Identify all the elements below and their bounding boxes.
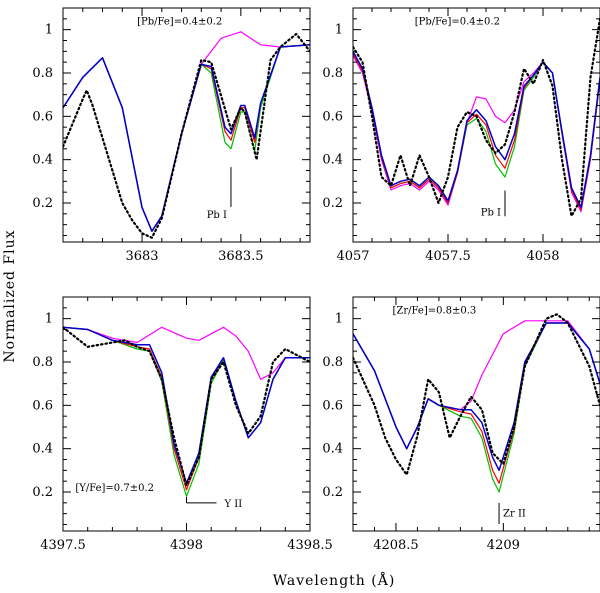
series-blue-line bbox=[63, 44, 310, 232]
series-red-line bbox=[63, 44, 310, 232]
x-tick-label: 4057 bbox=[336, 249, 369, 264]
panels: 3683 3683.5 0.2 0.4 0.6 0.8 1 [Pb/Fe]=0.4±0.2 Pb… bbox=[32, 7, 600, 553]
y-tick-label: 0.8 bbox=[322, 66, 343, 81]
plot-frame bbox=[352, 7, 600, 243]
y-tick-label: 0.6 bbox=[322, 109, 343, 124]
line-id-label: Y II bbox=[224, 499, 243, 510]
series-green-line bbox=[63, 44, 310, 232]
x-axis-title: Wavelength (Å) bbox=[273, 571, 396, 589]
series-green-line bbox=[63, 326, 310, 497]
x-tick-label: 4058 bbox=[526, 249, 559, 264]
line-id-label: Zr II bbox=[503, 508, 526, 519]
series-green-line bbox=[353, 322, 600, 493]
line-id-label: Pb I bbox=[481, 208, 501, 219]
series-red-line bbox=[353, 53, 600, 211]
y-tick-label: 0.4 bbox=[32, 153, 53, 168]
y-tick-label: 0.2 bbox=[32, 485, 53, 500]
y-tick-label: 0.2 bbox=[322, 485, 343, 500]
panel-pb-4057: 4057 4057.5 4058 0.2 0.4 0.6 0.8 1 [Pb/Fe]=0.4±0… bbox=[322, 7, 600, 264]
y-tick-label: 0.8 bbox=[32, 355, 53, 370]
y-tick-label: 0.2 bbox=[32, 196, 53, 211]
y-tick-label: 0.6 bbox=[322, 398, 343, 413]
panel-zr-4209: 4208.5 4209 0.2 0.4 0.6 0.8 1 [Zr/Fe]=0.8±0.3 Zr… bbox=[322, 296, 600, 553]
series-black-line bbox=[353, 313, 600, 476]
abundance-annotation: [Pb/Fe]=0.4±0.2 bbox=[137, 16, 222, 27]
plot-frame bbox=[352, 296, 600, 532]
y-tick-label: 0.4 bbox=[32, 442, 53, 457]
y-tick-label: 0.8 bbox=[322, 355, 343, 370]
panel-y-4398: 4397.5 4398 4398.5 0.2 0.4 0.6 0.8 1 [Y/Fe]=0.7±… bbox=[32, 296, 333, 553]
y-axis-title: Normalized Flux bbox=[2, 229, 18, 362]
y-tick-label: 1 bbox=[45, 23, 53, 38]
x-tick-label: 4209 bbox=[487, 538, 520, 553]
series-group bbox=[353, 17, 600, 218]
series-magenta-line bbox=[63, 326, 310, 380]
x-tick-label: 4208.5 bbox=[373, 538, 419, 553]
series-group bbox=[63, 31, 310, 239]
x-tick-label: 4398.5 bbox=[287, 538, 333, 553]
series-black-line bbox=[63, 326, 310, 487]
x-tick-label: 3683.5 bbox=[218, 249, 264, 264]
series-blue-line bbox=[353, 322, 600, 472]
panel-pb-3683: 3683 3683.5 0.2 0.4 0.6 0.8 1 [Pb/Fe]=0.4±0.2 Pb… bbox=[32, 7, 311, 264]
y-tick-label: 1 bbox=[45, 312, 53, 327]
series-blue-line bbox=[63, 326, 310, 485]
x-tick-label: 3683 bbox=[125, 249, 158, 264]
line-id-label: Pb I bbox=[207, 210, 227, 221]
series-blue-line bbox=[353, 50, 600, 209]
abundance-annotation: [Zr/Fe]=0.8±0.3 bbox=[393, 305, 477, 316]
y-tick-label: 0.6 bbox=[32, 398, 53, 413]
abundance-annotation: [Y/Fe]=0.7±0.2 bbox=[75, 483, 154, 494]
x-tick-label: 4398 bbox=[170, 538, 203, 553]
series-black-line bbox=[353, 17, 600, 218]
x-tick-label: 4057.5 bbox=[425, 249, 471, 264]
y-tick-label: 1 bbox=[335, 312, 343, 327]
y-tick-label: 0.2 bbox=[322, 196, 343, 211]
y-tick-label: 0.4 bbox=[322, 153, 343, 168]
series-black-line bbox=[63, 32, 310, 239]
series-red-line bbox=[63, 326, 310, 491]
series-group bbox=[63, 326, 310, 497]
series-group bbox=[353, 313, 600, 493]
y-tick-label: 1 bbox=[335, 23, 343, 38]
y-tick-label: 0.6 bbox=[32, 109, 53, 124]
plot-frame bbox=[62, 7, 311, 243]
x-tick-label: 4397.5 bbox=[40, 538, 86, 553]
y-tick-label: 0.8 bbox=[32, 66, 53, 81]
series-magenta-line bbox=[353, 320, 600, 450]
abundance-annotation: [Pb/Fe]=0.4±0.2 bbox=[415, 16, 500, 27]
y-tick-label: 0.4 bbox=[322, 442, 343, 457]
